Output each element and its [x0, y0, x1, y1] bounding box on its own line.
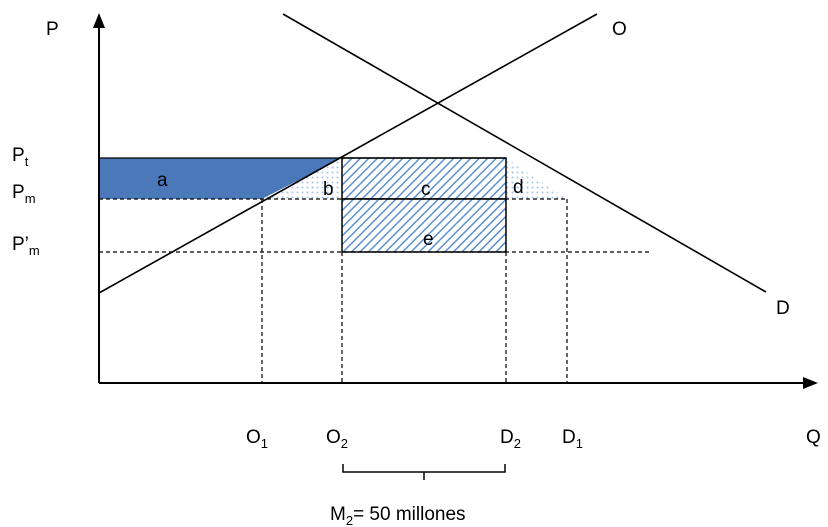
area-d-label: d	[513, 177, 524, 198]
d2-label: D2	[500, 427, 521, 451]
o1-label: O1	[246, 427, 268, 451]
imports-brace	[342, 464, 506, 480]
supply-label: O	[612, 19, 627, 40]
area-e-label: e	[423, 229, 434, 250]
o2-label: O2	[326, 427, 348, 451]
area-a-label: a	[157, 170, 168, 191]
imports-annotation: M2= 50 millones	[330, 504, 466, 527]
supply-curve	[98, 13, 598, 294]
area-b-label: b	[323, 179, 334, 200]
x-axis-label: Q	[806, 427, 821, 448]
demand-label: D	[776, 298, 790, 319]
y-axis-arrow	[93, 13, 105, 28]
pm-prime-label: P’m	[12, 234, 40, 258]
area-c-label: c	[421, 179, 431, 200]
y-axis-label: P	[46, 19, 59, 40]
d1-label: D1	[562, 427, 583, 451]
area-d	[506, 158, 567, 199]
pm-label: Pm	[12, 182, 36, 206]
area-a	[99, 158, 342, 199]
x-axis-arrow	[803, 377, 818, 389]
demand-curve	[282, 13, 767, 293]
area-c	[341, 157, 507, 200]
pt-label: Pt	[12, 145, 29, 169]
